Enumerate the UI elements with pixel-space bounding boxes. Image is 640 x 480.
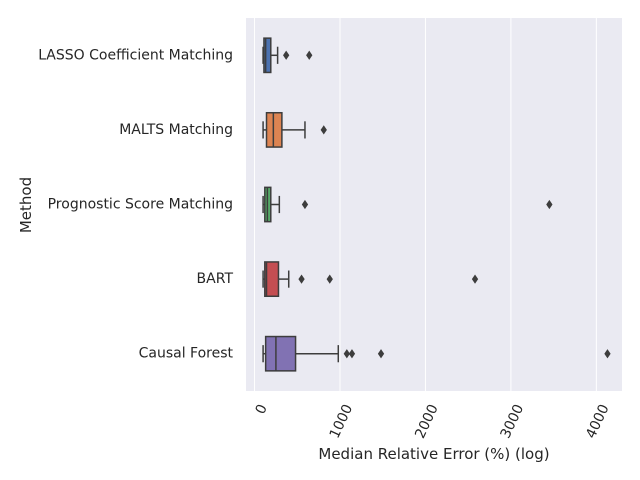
- outlier-point-2: [546, 199, 553, 210]
- y-tick-labels: LASSO Coefficient Matching MALTS Matching…: [38, 47, 233, 361]
- outlier-point-1: [298, 274, 305, 284]
- box-group-2: [262, 111, 327, 148]
- box-group-1: [262, 37, 313, 74]
- x-tick-label-2000: 2000: [412, 402, 442, 441]
- x-tick-label-3000: 3000: [498, 402, 528, 441]
- y-tick-label-2: MALTS Matching: [119, 122, 233, 138]
- box: [264, 261, 280, 298]
- outlier-point-2: [326, 274, 333, 284]
- outlier-point-4: [604, 349, 611, 359]
- box: [263, 37, 272, 74]
- x-tick-label-4000: 4000: [583, 402, 613, 441]
- plot-background: [246, 18, 622, 391]
- box-group-3: [262, 186, 553, 223]
- outlier-point-1: [283, 50, 290, 60]
- x-tick-label-1000: 1000: [327, 402, 357, 441]
- y-tick-label-3: Prognostic Score Matching: [48, 197, 233, 213]
- grid-lines: [254, 18, 597, 391]
- outlier-point-1: [301, 199, 309, 210]
- box-group-4: [262, 261, 479, 298]
- outlier-point-1: [343, 349, 350, 359]
- boxes: [262, 37, 611, 372]
- box: [265, 111, 283, 148]
- x-axis-label: Median Relative Error (%) (log): [318, 445, 549, 463]
- x-tick-labels: 0 1000 2000 3000 4000: [253, 402, 613, 441]
- outlier-point-3: [471, 274, 479, 284]
- y-tick-label-1: LASSO Coefficient Matching: [38, 47, 233, 63]
- y-tick-label-4: BART: [197, 271, 234, 287]
- outlier-point-2: [348, 349, 356, 359]
- box-group-5: [262, 335, 611, 372]
- outlier-point-2: [306, 50, 313, 60]
- outlier-point-3: [377, 349, 385, 359]
- outlier-point-1: [320, 125, 327, 135]
- y-tick-label-5: Causal Forest: [139, 346, 234, 362]
- box: [264, 335, 297, 372]
- y-axis-label: Method: [17, 177, 35, 233]
- x-tick-label-0: 0: [253, 402, 271, 417]
